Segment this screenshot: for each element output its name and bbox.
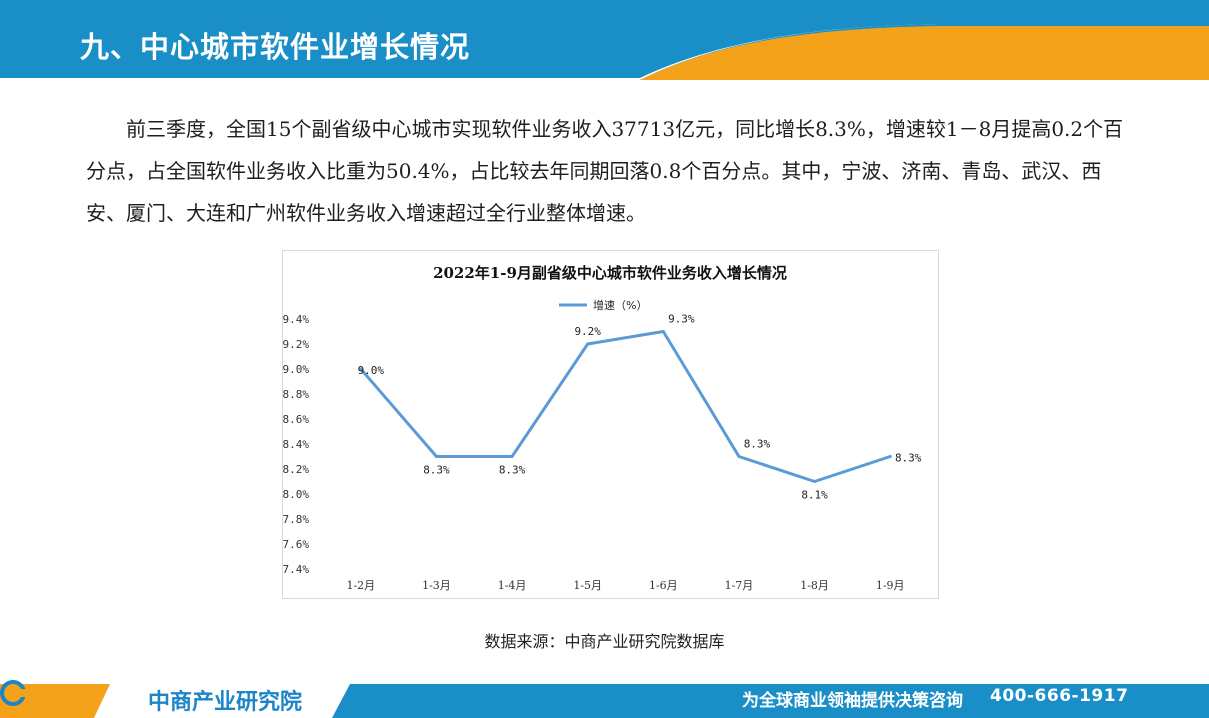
y-tick-label: 7.8% bbox=[283, 513, 309, 526]
y-tick-label: 7.6% bbox=[283, 538, 309, 551]
legend-label: 增速（%） bbox=[593, 298, 647, 312]
footer-slogan: 为全球商业领袖提供决策咨询 bbox=[742, 691, 963, 711]
y-tick-label: 8.8% bbox=[283, 388, 309, 401]
footer-background bbox=[0, 684, 1209, 718]
data-point bbox=[737, 455, 741, 458]
y-tick-label: 9.0% bbox=[283, 363, 309, 376]
footer-logo-text: 中商产业研究院 bbox=[148, 690, 303, 715]
series-line bbox=[359, 330, 892, 483]
y-tick-label: 9.2% bbox=[283, 338, 309, 351]
footer-phone: 400-666-1917 bbox=[990, 686, 1129, 706]
data-label: 8.3% bbox=[744, 438, 771, 451]
page-title: 九、中心城市软件业增长情况 bbox=[80, 30, 471, 64]
chart-container: 2022年1-9月副省级中心城市软件业务收入增长情况 增速（%） 7.4% 7.6… bbox=[282, 250, 939, 599]
data-label: 8.1% bbox=[801, 489, 828, 502]
y-axis: 7.4% 7.6% 7.8% 8.0% 8.2% 8.4% 8.6% 8.8% 9.0% 9.2%… bbox=[283, 313, 309, 576]
x-axis: 1-2月 1-3月 1-4月 1-5月 1-6月 1-7月 1-8月 1-9月 bbox=[346, 579, 904, 592]
data-point bbox=[434, 455, 438, 458]
chart-legend: 增速（%） bbox=[559, 298, 647, 312]
data-label: 8.3% bbox=[423, 464, 450, 477]
x-tick-label: 1-7月 bbox=[725, 579, 754, 592]
source-note: 数据来源：中商产业研究院数据库 bbox=[484, 632, 725, 651]
x-tick-label: 1-4月 bbox=[498, 579, 527, 592]
header-banner: 九、中心城市软件业增长情况 bbox=[0, 0, 1209, 80]
data-label: 9.3% bbox=[668, 313, 695, 326]
logo-mark-icon bbox=[0, 680, 27, 706]
data-label: 9.0% bbox=[358, 364, 385, 377]
x-tick-label: 1-3月 bbox=[422, 579, 451, 592]
data-label: 9.2% bbox=[574, 325, 601, 338]
x-tick-label: 1-2月 bbox=[346, 579, 375, 592]
x-tick-label: 1-9月 bbox=[876, 579, 905, 592]
y-tick-label: 8.6% bbox=[283, 413, 309, 426]
line-chart: 2022年1-9月副省级中心城市软件业务收入增长情况 增速（%） 7.4% 7.6… bbox=[283, 264, 922, 592]
body-paragraph: 前三季度，全国15个副省级中心城市实现软件业务收入37713亿元，同比增长8.3… bbox=[86, 117, 1124, 225]
data-point bbox=[359, 367, 363, 371]
y-tick-label: 7.4% bbox=[283, 563, 309, 576]
x-tick-label: 1-6月 bbox=[649, 579, 678, 592]
data-label: 8.3% bbox=[499, 464, 526, 477]
header-background bbox=[0, 0, 1209, 80]
y-tick-label: 8.2% bbox=[283, 463, 309, 476]
data-point bbox=[586, 342, 590, 346]
data-point bbox=[888, 455, 892, 458]
y-tick-label: 9.4% bbox=[283, 313, 309, 326]
y-tick-label: 8.0% bbox=[283, 488, 309, 501]
footer-banner: 中商产业研究院 为全球商业领袖提供决策咨询 400-666-1917 bbox=[0, 680, 1209, 718]
series-line-group bbox=[359, 330, 892, 483]
data-point bbox=[813, 480, 817, 483]
data-point bbox=[661, 330, 665, 333]
x-tick-label: 1-8月 bbox=[800, 579, 829, 592]
x-tick-label: 1-5月 bbox=[573, 579, 602, 592]
data-point bbox=[510, 455, 514, 458]
y-tick-label: 8.4% bbox=[283, 438, 309, 451]
data-labels-group: 9.0% 8.3% 8.3% 9.2% 9.3% 8.3% 8.1% 8.3% bbox=[358, 313, 922, 502]
data-label: 8.3% bbox=[895, 452, 922, 465]
chart-title: 2022年1-9月副省级中心城市软件业务收入增长情况 bbox=[433, 264, 787, 282]
